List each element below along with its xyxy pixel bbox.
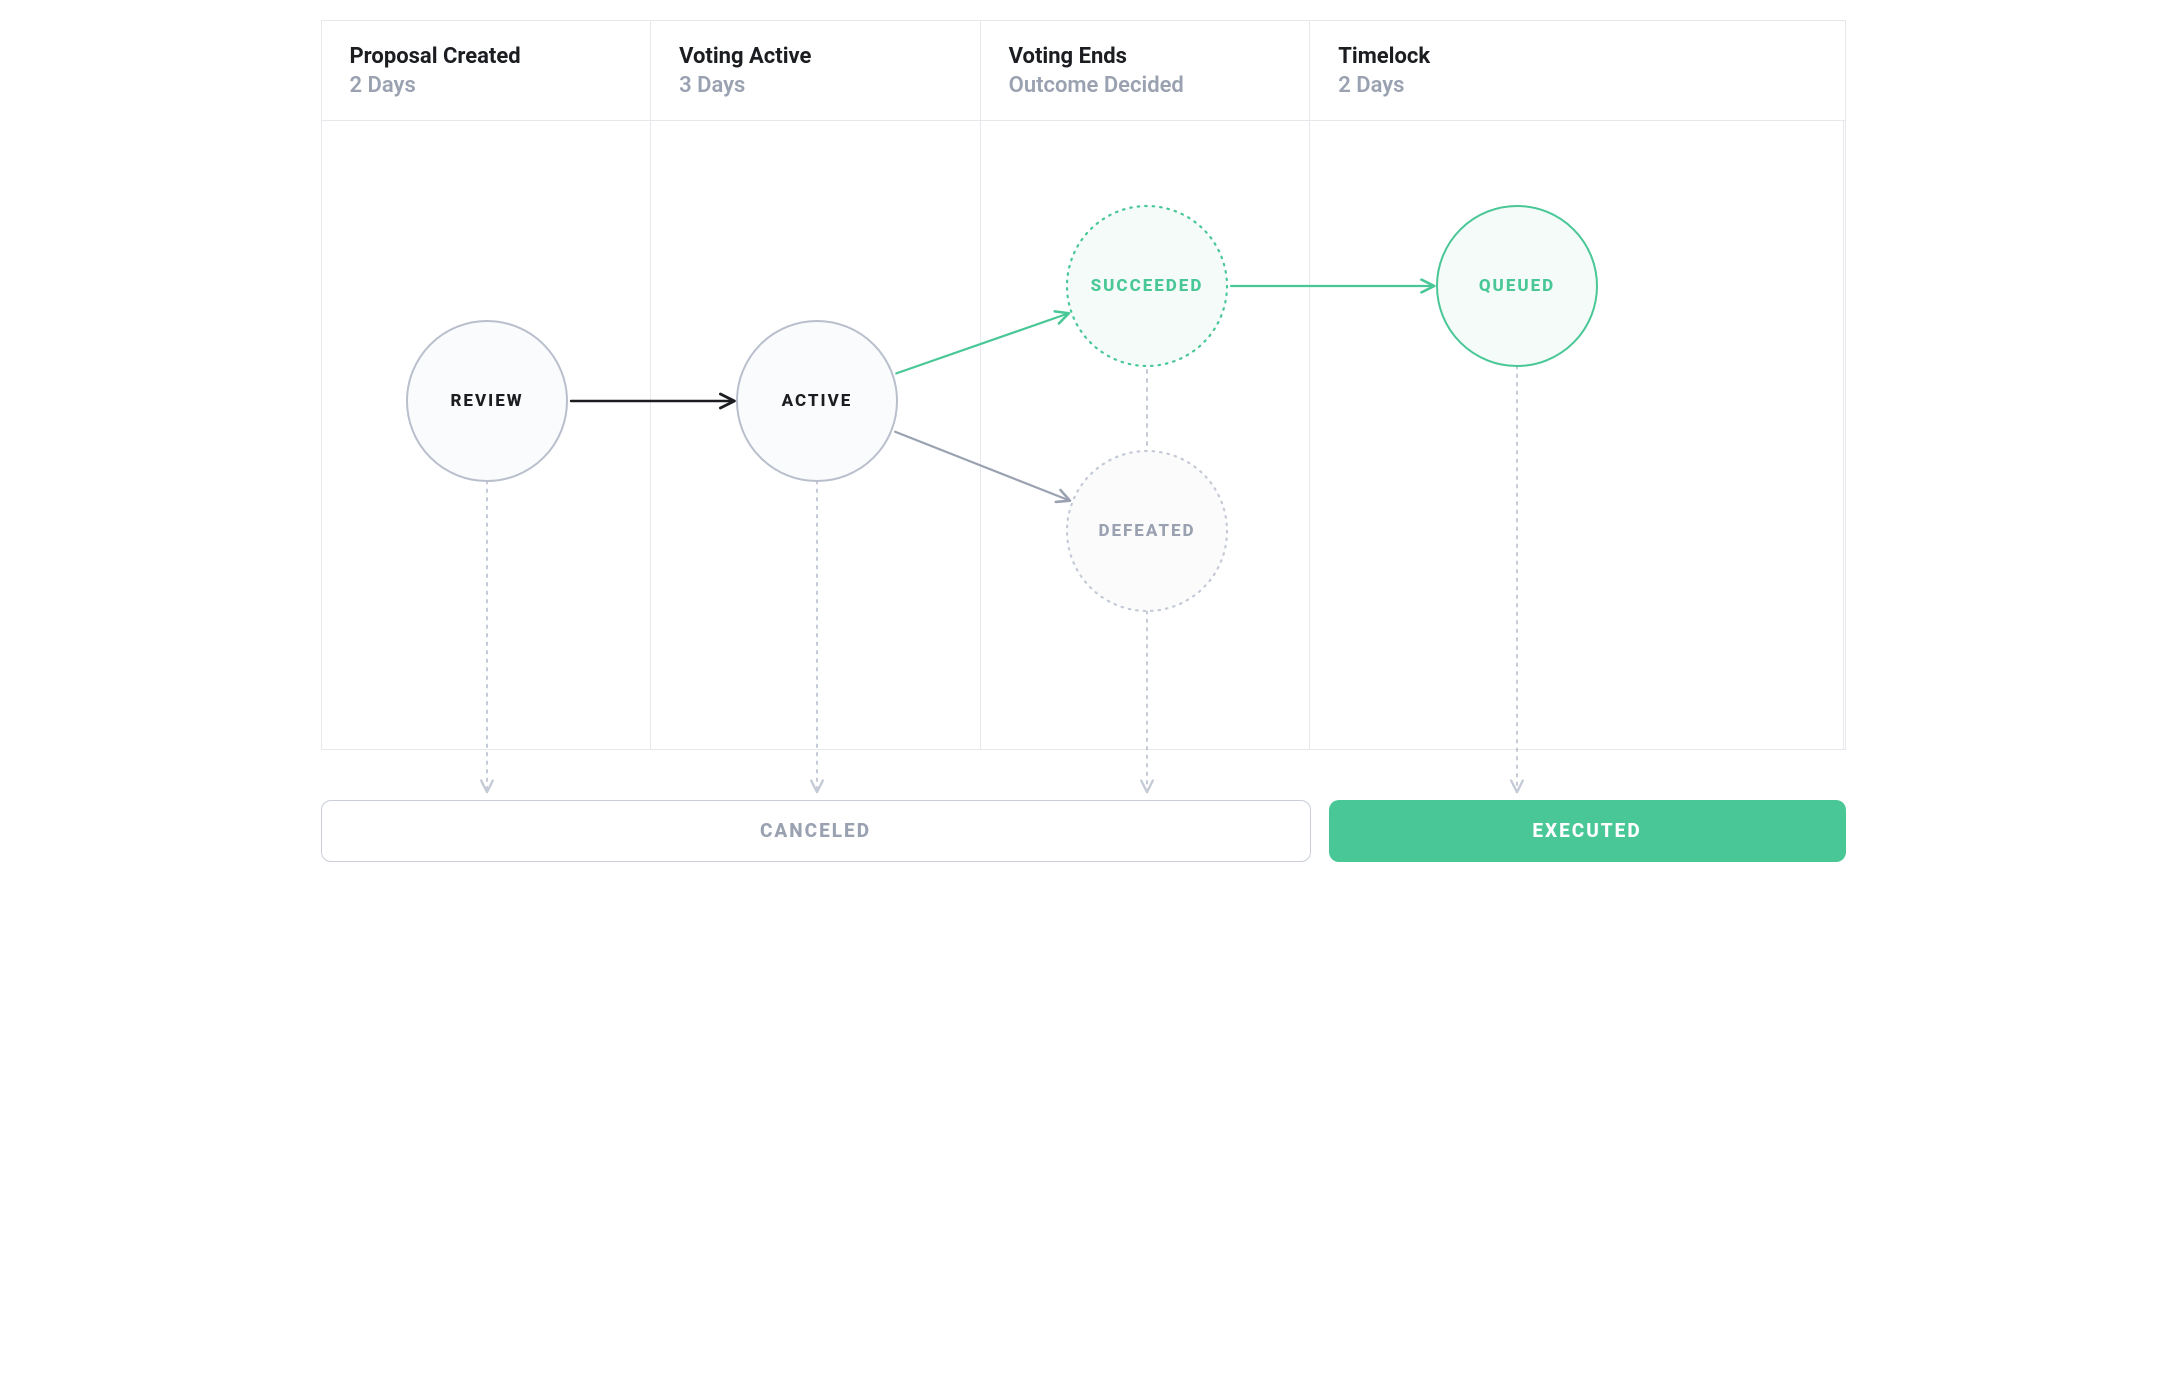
- header-cell-voting-active: Voting Active 3 Days: [651, 21, 981, 120]
- header-title: Voting Ends: [1009, 43, 1282, 71]
- terminal-states-row: CANCELED EXECUTED: [321, 800, 1846, 862]
- header-subtitle: Outcome Decided: [1009, 73, 1282, 98]
- stage-body-row: REVIEWACTIVESUCCEEDEDDEFEATEDQUEUED: [321, 120, 1846, 750]
- header-title: Timelock: [1338, 43, 1816, 71]
- body-cell-voting-active: [651, 121, 981, 749]
- executed-state: EXECUTED: [1329, 800, 1846, 862]
- body-cell-voting-ends: [981, 121, 1311, 749]
- canceled-state: CANCELED: [321, 800, 1311, 862]
- stage-header-row: Proposal Created 2 Days Voting Active 3 …: [321, 20, 1846, 120]
- header-subtitle: 2 Days: [1338, 73, 1816, 98]
- header-subtitle: 2 Days: [350, 73, 623, 98]
- header-title: Voting Active: [679, 43, 952, 71]
- body-cell-proposal-created: [322, 121, 652, 749]
- header-cell-voting-ends: Voting Ends Outcome Decided: [981, 21, 1311, 120]
- header-cell-timelock: Timelock 2 Days: [1310, 21, 1844, 120]
- header-cell-proposal-created: Proposal Created 2 Days: [322, 21, 652, 120]
- header-subtitle: 3 Days: [679, 73, 952, 98]
- governance-flow-diagram: Proposal Created 2 Days Voting Active 3 …: [321, 20, 1846, 862]
- header-title: Proposal Created: [350, 43, 623, 71]
- body-cell-timelock: [1310, 121, 1844, 749]
